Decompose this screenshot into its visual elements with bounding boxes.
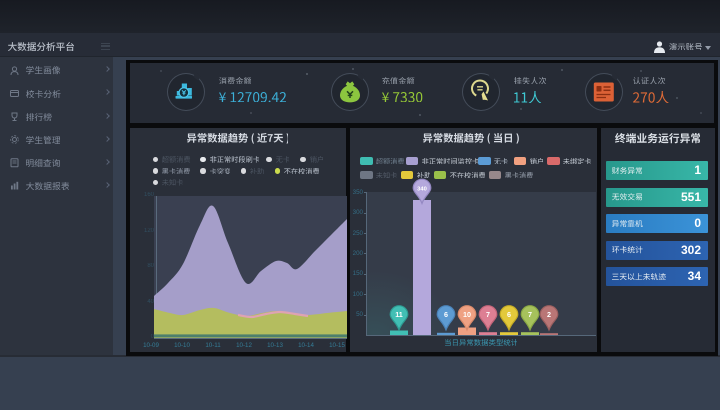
svg-text:6: 6 — [444, 310, 448, 319]
svg-text:2: 2 — [547, 310, 551, 319]
svg-text:7: 7 — [528, 310, 532, 319]
svg-text:340: 340 — [417, 186, 427, 192]
svg-text:11: 11 — [395, 310, 403, 319]
svg-text:7: 7 — [486, 310, 490, 319]
svg-text:10: 10 — [463, 310, 471, 319]
svg-text:6: 6 — [507, 310, 511, 319]
